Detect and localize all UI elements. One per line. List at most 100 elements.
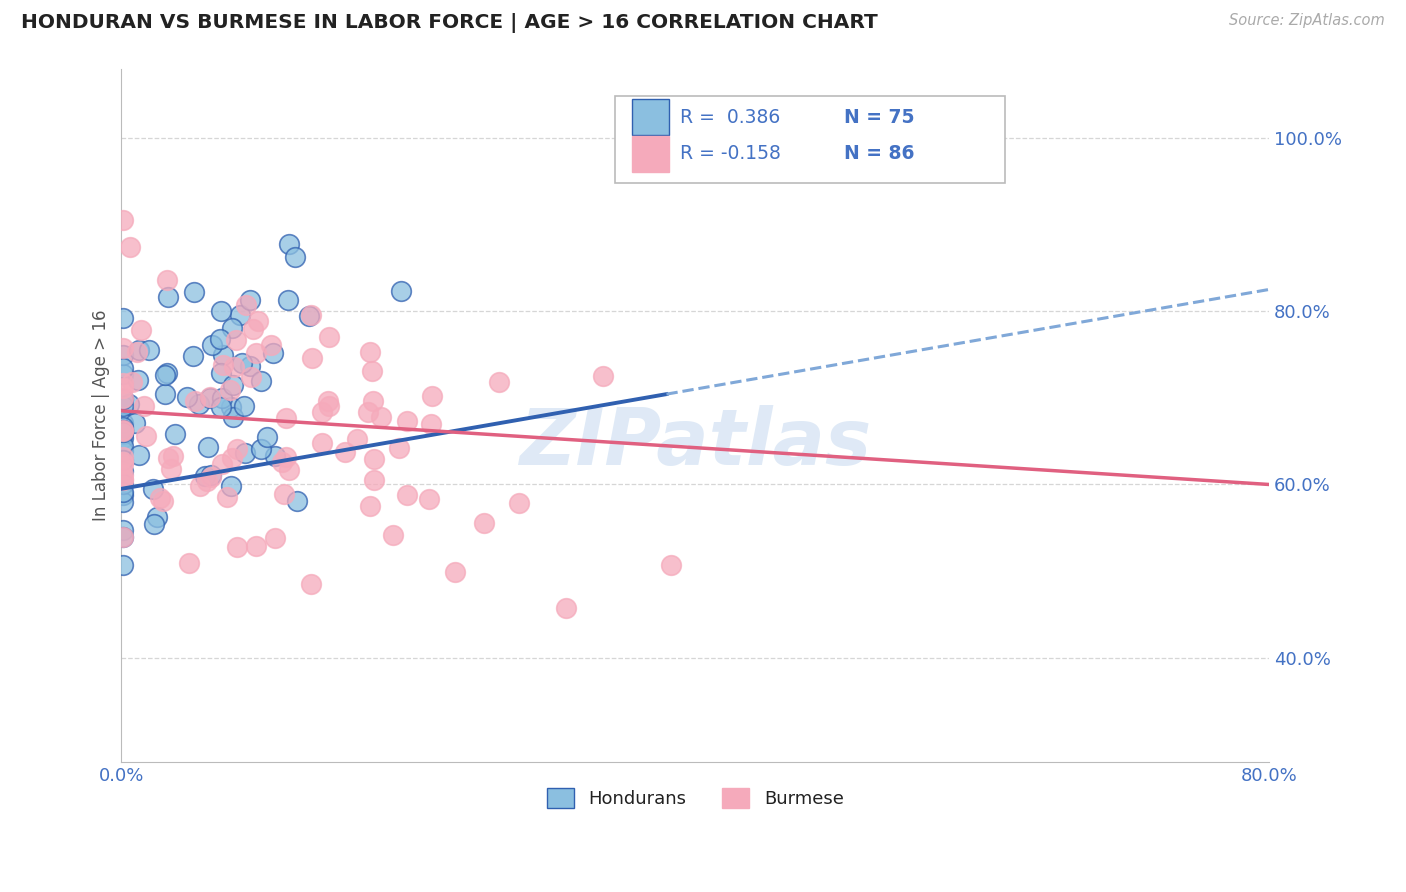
Point [217, 490, 239, 504]
Point [311, 404, 333, 418]
Point [382, 527, 405, 541]
Point [111, 488, 134, 502]
Point [111, 425, 134, 439]
Point [200, 468, 222, 483]
Point [396, 488, 419, 502]
Point [361, 364, 384, 378]
Y-axis label: In Labor Force | Age > 16: In Labor Force | Age > 16 [93, 310, 110, 521]
Point [111, 392, 134, 407]
Point [142, 482, 165, 496]
Point [592, 368, 614, 383]
Point [284, 250, 307, 264]
Point [240, 370, 263, 384]
Point [111, 424, 134, 438]
Point [188, 479, 211, 493]
Point [183, 285, 205, 299]
Point [111, 417, 134, 431]
Point [235, 298, 257, 312]
Point [488, 375, 510, 389]
Point [245, 539, 267, 553]
Point [111, 420, 134, 434]
FancyBboxPatch shape [614, 96, 1005, 183]
Point [222, 378, 245, 392]
Point [357, 405, 380, 419]
Point [124, 416, 146, 430]
Point [138, 343, 160, 358]
Point [160, 462, 183, 476]
Point [200, 390, 222, 404]
Point [225, 540, 247, 554]
Point [194, 469, 217, 483]
Point [111, 439, 134, 453]
Point [270, 455, 292, 469]
Point [229, 308, 252, 322]
Point [274, 411, 297, 425]
Point [121, 375, 143, 389]
Point [318, 399, 340, 413]
Point [242, 322, 264, 336]
Point [219, 400, 242, 414]
Legend: Hondurans, Burmese: Hondurans, Burmese [540, 780, 851, 815]
Point [363, 451, 385, 466]
Point [301, 351, 323, 365]
Point [111, 348, 134, 362]
Point [111, 367, 134, 381]
Point [128, 448, 150, 462]
Point [346, 433, 368, 447]
Point [233, 399, 256, 413]
Point [363, 394, 385, 409]
Point [181, 349, 204, 363]
Point [197, 440, 219, 454]
Point [111, 311, 134, 326]
Text: N = 86: N = 86 [845, 145, 915, 163]
Point [508, 496, 530, 510]
Point [176, 391, 198, 405]
Point [256, 430, 278, 444]
Point [153, 386, 176, 401]
Point [156, 272, 179, 286]
Point [111, 431, 134, 445]
Point [318, 330, 340, 344]
Point [277, 463, 299, 477]
Point [211, 391, 233, 405]
Point [156, 366, 179, 380]
Point [263, 531, 285, 545]
Point [222, 409, 245, 424]
Point [188, 397, 211, 411]
Point [299, 577, 322, 591]
Point [200, 470, 222, 484]
Point [118, 397, 141, 411]
Point [285, 493, 308, 508]
Point [177, 556, 200, 570]
Point [209, 401, 232, 415]
Point [211, 303, 233, 318]
Point [111, 468, 134, 483]
Point [249, 442, 271, 456]
Text: ZIPatlas: ZIPatlas [519, 405, 872, 481]
Point [111, 423, 134, 437]
Point [262, 345, 284, 359]
Point [233, 446, 256, 460]
Point [157, 290, 180, 304]
Point [111, 477, 134, 491]
Point [111, 427, 134, 442]
Point [221, 450, 243, 465]
Point [111, 450, 134, 464]
Point [264, 449, 287, 463]
Point [129, 323, 152, 337]
Point [111, 464, 134, 478]
Point [363, 473, 385, 487]
Point [111, 341, 134, 355]
Point [111, 399, 134, 413]
Point [134, 399, 156, 413]
Point [111, 392, 134, 406]
Point [209, 367, 232, 381]
Point [222, 360, 245, 375]
Point [165, 426, 187, 441]
Point [299, 308, 322, 322]
Point [135, 429, 157, 443]
Point [391, 285, 413, 299]
Point [297, 310, 319, 324]
Text: HONDURAN VS BURMESE IN LABOR FORCE | AGE > 16 CORRELATION CHART: HONDURAN VS BURMESE IN LABOR FORCE | AGE… [21, 13, 877, 33]
Point [155, 368, 177, 383]
